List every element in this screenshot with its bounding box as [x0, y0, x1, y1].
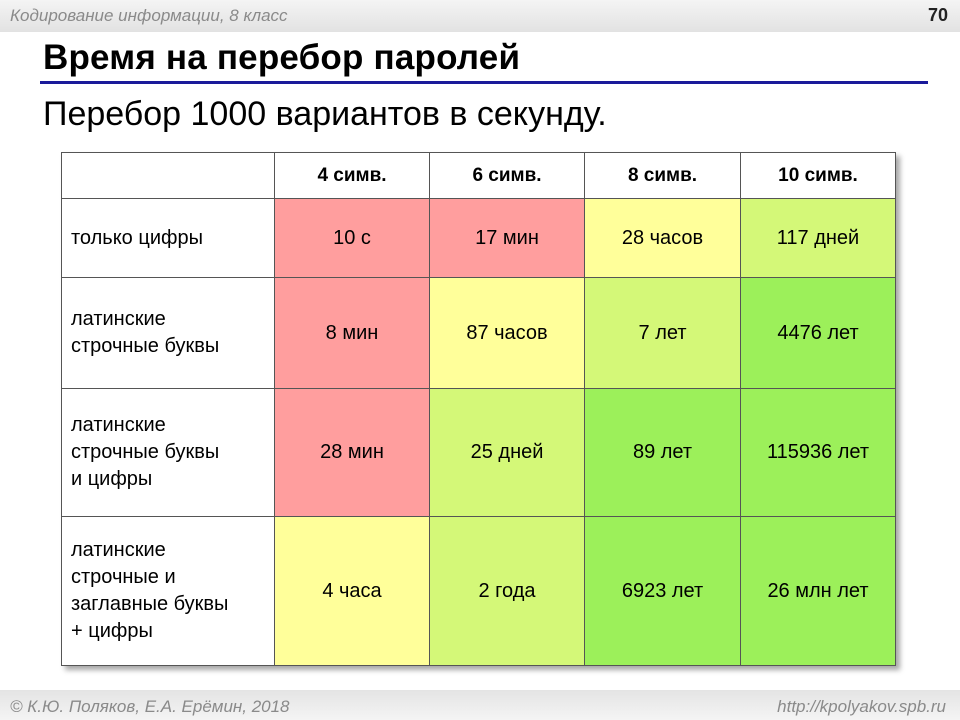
table-cell: 115936 лет: [740, 388, 896, 517]
table-row: латинские строчные буквы и цифры 28 мин …: [61, 388, 896, 517]
row-label-line: строчные буквы: [71, 441, 220, 463]
table-cell: 4476 лет: [740, 277, 896, 389]
row-label: латинские строчные и заглавные буквы + ц…: [61, 516, 275, 666]
course-title: Кодирование информации, 8 класс: [10, 6, 288, 25]
table-cell: 25 дней: [429, 388, 585, 517]
column-header: 8 симв.: [584, 152, 741, 199]
table-row: латинские строчные и заглавные буквы + ц…: [61, 516, 896, 666]
table-cell: 89 лет: [584, 388, 741, 517]
table-cell: 2 года: [429, 516, 585, 666]
password-time-table: 4 симв. 6 симв. 8 симв. 10 симв. только …: [61, 152, 896, 666]
row-label: только цифры: [61, 198, 275, 278]
table-cell: 4 часа: [274, 516, 430, 666]
row-label-line: строчные и: [71, 566, 176, 588]
column-header: 4 симв.: [274, 152, 430, 199]
corner-cell: [61, 152, 275, 199]
table-cell: 26 млн лет: [740, 516, 896, 666]
table-cell: 28 мин: [274, 388, 430, 517]
slide-subtitle: Перебор 1000 вариантов в секунду.: [43, 95, 607, 133]
footer-bar: [0, 690, 960, 720]
table-cell: 10 с: [274, 198, 430, 278]
table-cell: 7 лет: [584, 277, 741, 389]
title-underline: [40, 81, 928, 84]
row-label-line: латинские: [71, 414, 166, 436]
table-cell: 117 дней: [740, 198, 896, 278]
footer-copyright: © К.Ю. Поляков, Е.А. Ерёмин, 2018: [10, 697, 290, 716]
row-label: латинские строчные буквы: [61, 277, 275, 389]
row-label-line: латинские: [71, 539, 166, 561]
row-label-line: строчные буквы: [71, 335, 220, 357]
row-label-line: + цифры: [71, 620, 153, 642]
table-cell: 87 часов: [429, 277, 585, 389]
table-cell: 28 часов: [584, 198, 741, 278]
header-bar: [0, 0, 960, 32]
table-cell: 17 мин: [429, 198, 585, 278]
table-row: латинские строчные буквы 8 мин 87 часов …: [61, 277, 896, 389]
column-header: 6 симв.: [429, 152, 585, 199]
footer-url: http://kpolyakov.spb.ru: [777, 697, 946, 716]
table-header-row: 4 симв. 6 симв. 8 симв. 10 симв.: [61, 152, 896, 199]
table-cell: 6923 лет: [584, 516, 741, 666]
row-label-line: латинские: [71, 308, 166, 330]
row-label-line: заглавные буквы: [71, 593, 229, 615]
table-row: только цифры 10 с 17 мин 28 часов 117 дн…: [61, 198, 896, 278]
row-label: латинские строчные буквы и цифры: [61, 388, 275, 517]
page-number: 70: [927, 5, 948, 25]
table-cell: 8 мин: [274, 277, 430, 389]
row-label-line: и цифры: [71, 468, 153, 490]
slide-title: Время на перебор паролей: [43, 38, 521, 77]
column-header: 10 симв.: [740, 152, 896, 199]
row-label-line: только цифры: [71, 226, 203, 249]
